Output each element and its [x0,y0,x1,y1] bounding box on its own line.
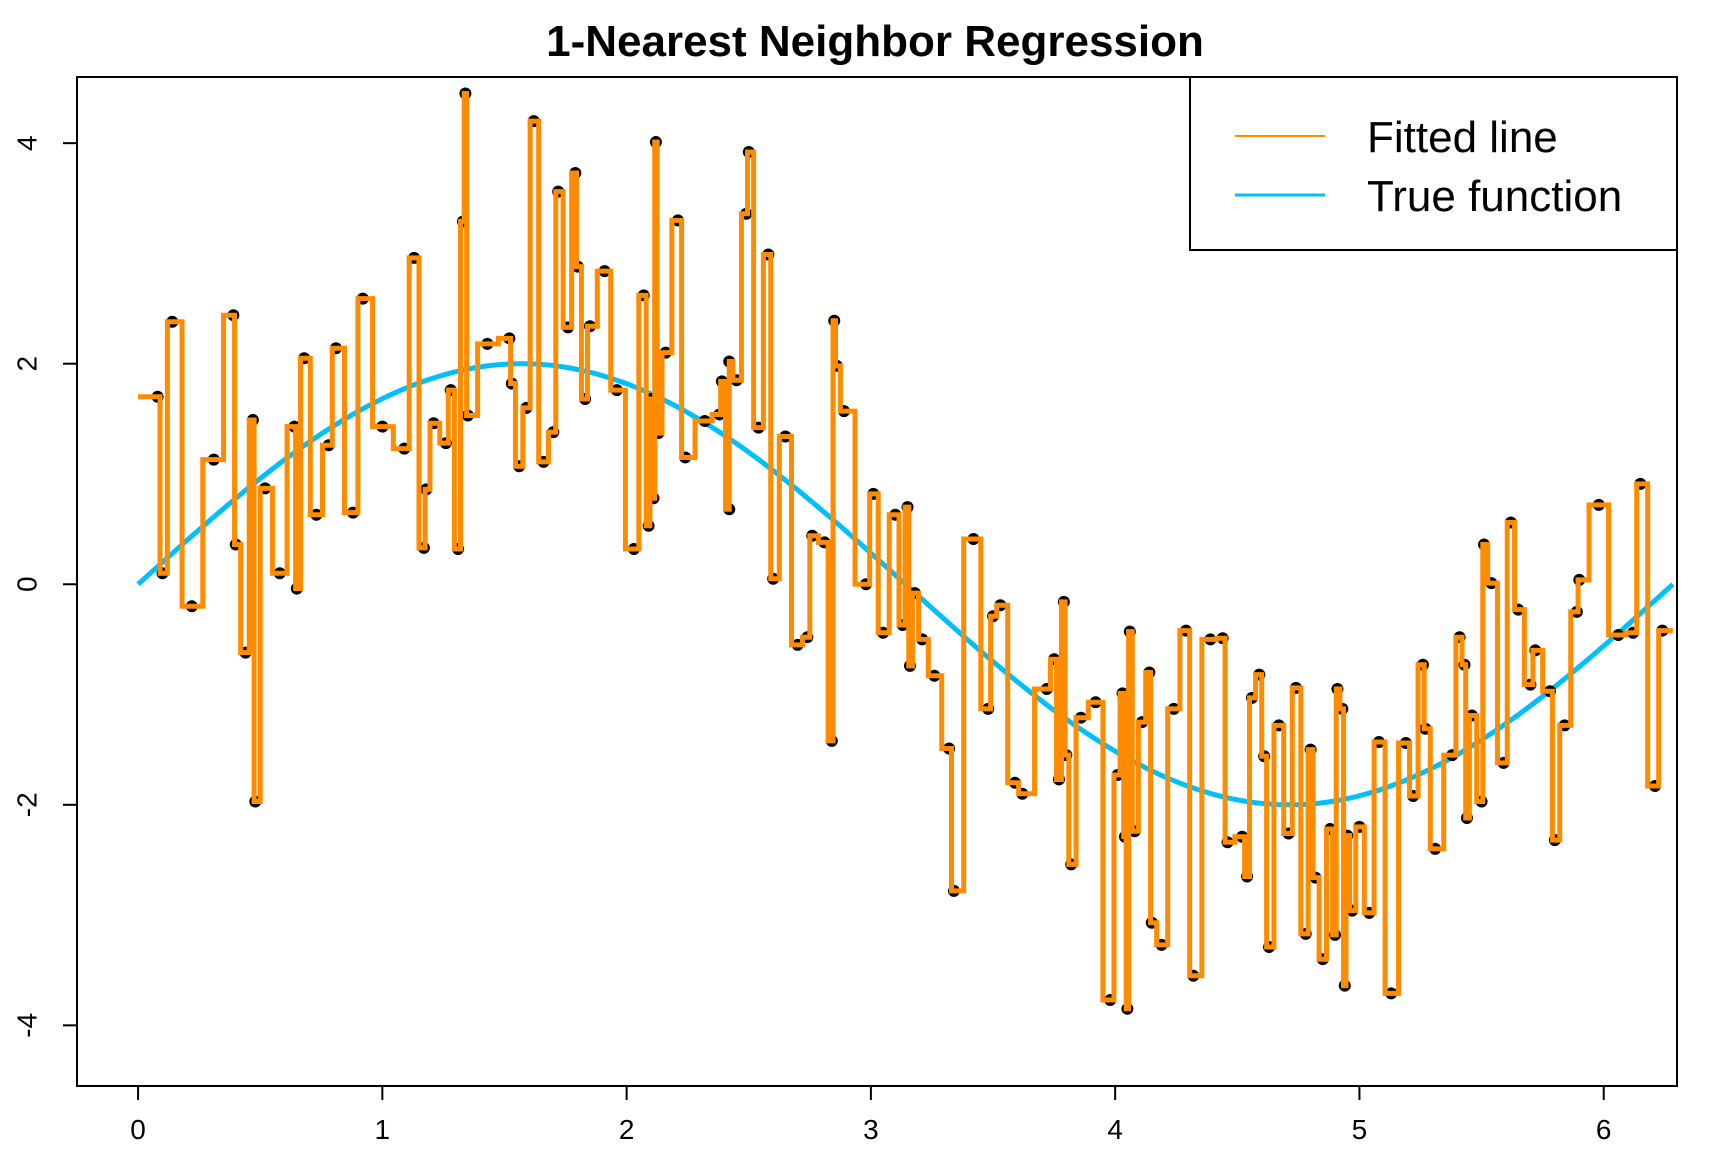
y-axis: -4 -2 0 2 4 [11,135,78,1038]
y-tick-label: -2 [11,792,42,817]
y-tick-label: -4 [11,1013,42,1038]
y-tick-label: 0 [11,576,42,592]
x-tick-label: 3 [863,1114,879,1145]
x-tick-label: 0 [130,1114,146,1145]
x-tick-label: 1 [375,1114,391,1145]
x-tick-label: 4 [1107,1114,1123,1145]
legend-label-fitted: Fitted line [1367,113,1558,162]
x-tick-label: 5 [1352,1114,1368,1145]
x-axis: 0 1 2 3 4 5 6 [130,1085,1612,1145]
chart-title: 1-Nearest Neighbor Regression [546,17,1204,66]
fitted-line [138,91,1673,1012]
legend: Fitted line True function [1189,76,1678,251]
x-tick-label: 6 [1596,1114,1612,1145]
legend-label-true: True function [1367,172,1622,221]
y-tick-label: 2 [11,356,42,372]
legend-box [1189,76,1678,251]
fitted-line-layer [138,91,1673,1012]
x-tick-label: 2 [619,1114,635,1145]
y-tick-label: 4 [11,135,42,151]
